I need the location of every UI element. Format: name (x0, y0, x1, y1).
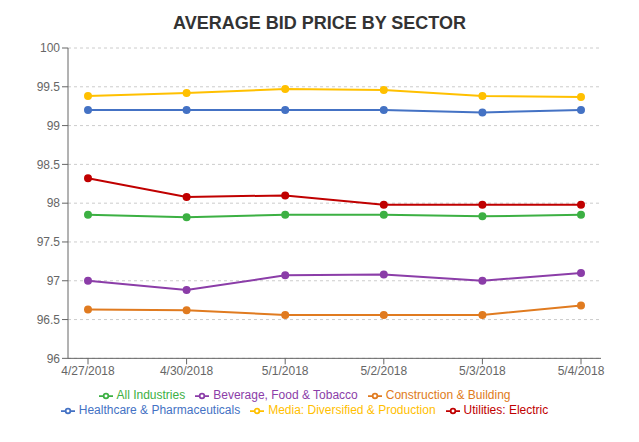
html-text:All Industries: All Industries (116, 388, 186, 403)
html-text:Construction & Building: Construction & Building (385, 388, 511, 403)
svg-text:96.5: 96.5 (37, 313, 61, 327)
html-text:Beverage, Food & Tobacco: Beverage, Food & Tobacco (213, 388, 358, 403)
svg-text:98.5: 98.5 (37, 158, 61, 172)
html-text:Media: Diversified & Productio: Media: Diversified & Production (268, 403, 436, 418)
svg-text:98: 98 (47, 196, 61, 210)
html-text:AVERAGE BID PRICE BY SECTOR: AVERAGE BID PRICE BY SECTOR (173, 13, 466, 33)
svg-text:4/27/2018: 4/27/2018 (61, 364, 115, 378)
svg-text:5/1/2018: 5/1/2018 (262, 364, 309, 378)
html-text:Healthcare & Pharmaceuticals: Healthcare & Pharmaceuticals (78, 403, 241, 418)
svg-text:97.5: 97.5 (37, 235, 61, 249)
svg-text:97: 97 (47, 274, 61, 288)
svg-text:5/3/2018: 5/3/2018 (459, 364, 506, 378)
svg-text:99: 99 (47, 119, 61, 133)
svg-text:96: 96 (47, 352, 61, 366)
svg-text:99.5: 99.5 (37, 80, 61, 94)
svg-text:100: 100 (40, 41, 60, 55)
svg-text:4/30/2018: 4/30/2018 (160, 364, 214, 378)
svg-text:5/2/2018: 5/2/2018 (360, 364, 407, 378)
html-text:Utilities: Electric: Utilities: Electric (463, 403, 549, 418)
svg-text:5/4/2018: 5/4/2018 (558, 364, 605, 378)
